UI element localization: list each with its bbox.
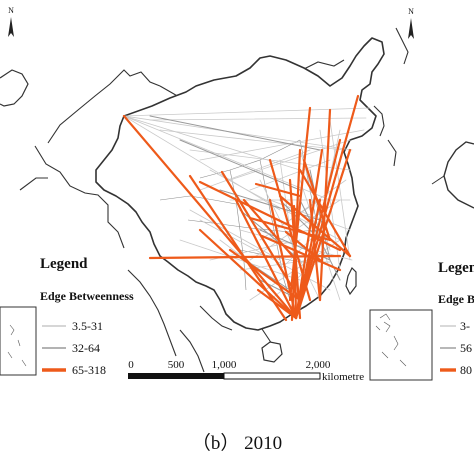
edge-low (123, 115, 331, 201)
left-north-arrow: N (8, 6, 14, 37)
hainan-island (261, 341, 283, 363)
edge-high (198, 228, 298, 320)
left-neighbor-panel: N (0, 6, 37, 376)
legend-subtitle: Edge Betweenness (40, 289, 134, 303)
edge-high (268, 198, 298, 320)
edge-low (123, 115, 281, 211)
north-label: N (408, 7, 414, 16)
edge-low (159, 129, 345, 151)
edge-low (199, 149, 311, 191)
edge-high (284, 230, 322, 262)
edge-high (308, 198, 322, 302)
right-legend-title: Legen (438, 260, 474, 276)
edge-mid (179, 139, 301, 191)
left-inset-map (0, 306, 37, 376)
edge-mid (309, 169, 331, 261)
edge-low (123, 115, 353, 151)
edge-high (188, 174, 288, 322)
edge-mid (149, 115, 321, 151)
edge-high (122, 114, 298, 320)
right-legend-label-1: 56 (460, 341, 472, 355)
edge-low (229, 139, 351, 181)
scale-tick-0: 0 (128, 359, 134, 371)
legend-label-low: 3.5-31 (72, 319, 103, 333)
right-legend-label-2: 80 (460, 363, 472, 377)
right-inset-map (369, 309, 433, 381)
edge-low (329, 119, 351, 261)
right-legend-label-0: 3- (460, 319, 470, 333)
scale-unit: kilometre (322, 371, 364, 383)
edge-low (189, 209, 281, 261)
main-map (19, 27, 409, 373)
edge-high (260, 234, 342, 272)
edge-high (268, 158, 312, 302)
taiwan-island (345, 266, 357, 296)
legend-label-high: 65-318 (72, 363, 106, 377)
legend: Legend Edge Betweenness 3.5-31 32-64 65-… (40, 256, 134, 377)
edge-high (298, 198, 322, 302)
edge-low (199, 129, 365, 161)
north-arrow: N (408, 7, 414, 39)
edge-high (298, 138, 342, 302)
edges-high-betweenness (122, 94, 360, 322)
scale-tick-500: 500 (168, 359, 185, 371)
edge-high (242, 198, 298, 262)
edge-high (228, 248, 302, 302)
edge-low (123, 107, 371, 117)
scale-tick-1000: 1,000 (212, 359, 237, 371)
edge-high (292, 204, 298, 320)
figure-caption: （b） 2010 (191, 433, 283, 454)
scale-bar: 0 500 1,000 2,000 kilometre (128, 359, 364, 383)
scale-tick-2000: 2,000 (306, 359, 331, 371)
right-legend-subtitle: Edge B (438, 292, 474, 306)
legend-label-mid: 32-64 (72, 341, 100, 355)
legend-title: Legend (40, 256, 88, 272)
edge-high (318, 108, 332, 302)
edge-low (179, 239, 301, 281)
left-north-label: N (8, 6, 14, 15)
right-map-outline (443, 141, 474, 209)
edge-high (256, 288, 298, 320)
right-neighbor-panel: Legen Edge B 3- 56 80 (369, 141, 474, 381)
edge-high (298, 168, 352, 258)
edge-high (294, 94, 360, 320)
left-map-outline (0, 69, 29, 107)
edge-high (288, 106, 312, 302)
edge-high (234, 198, 298, 320)
edge-high (198, 180, 342, 252)
